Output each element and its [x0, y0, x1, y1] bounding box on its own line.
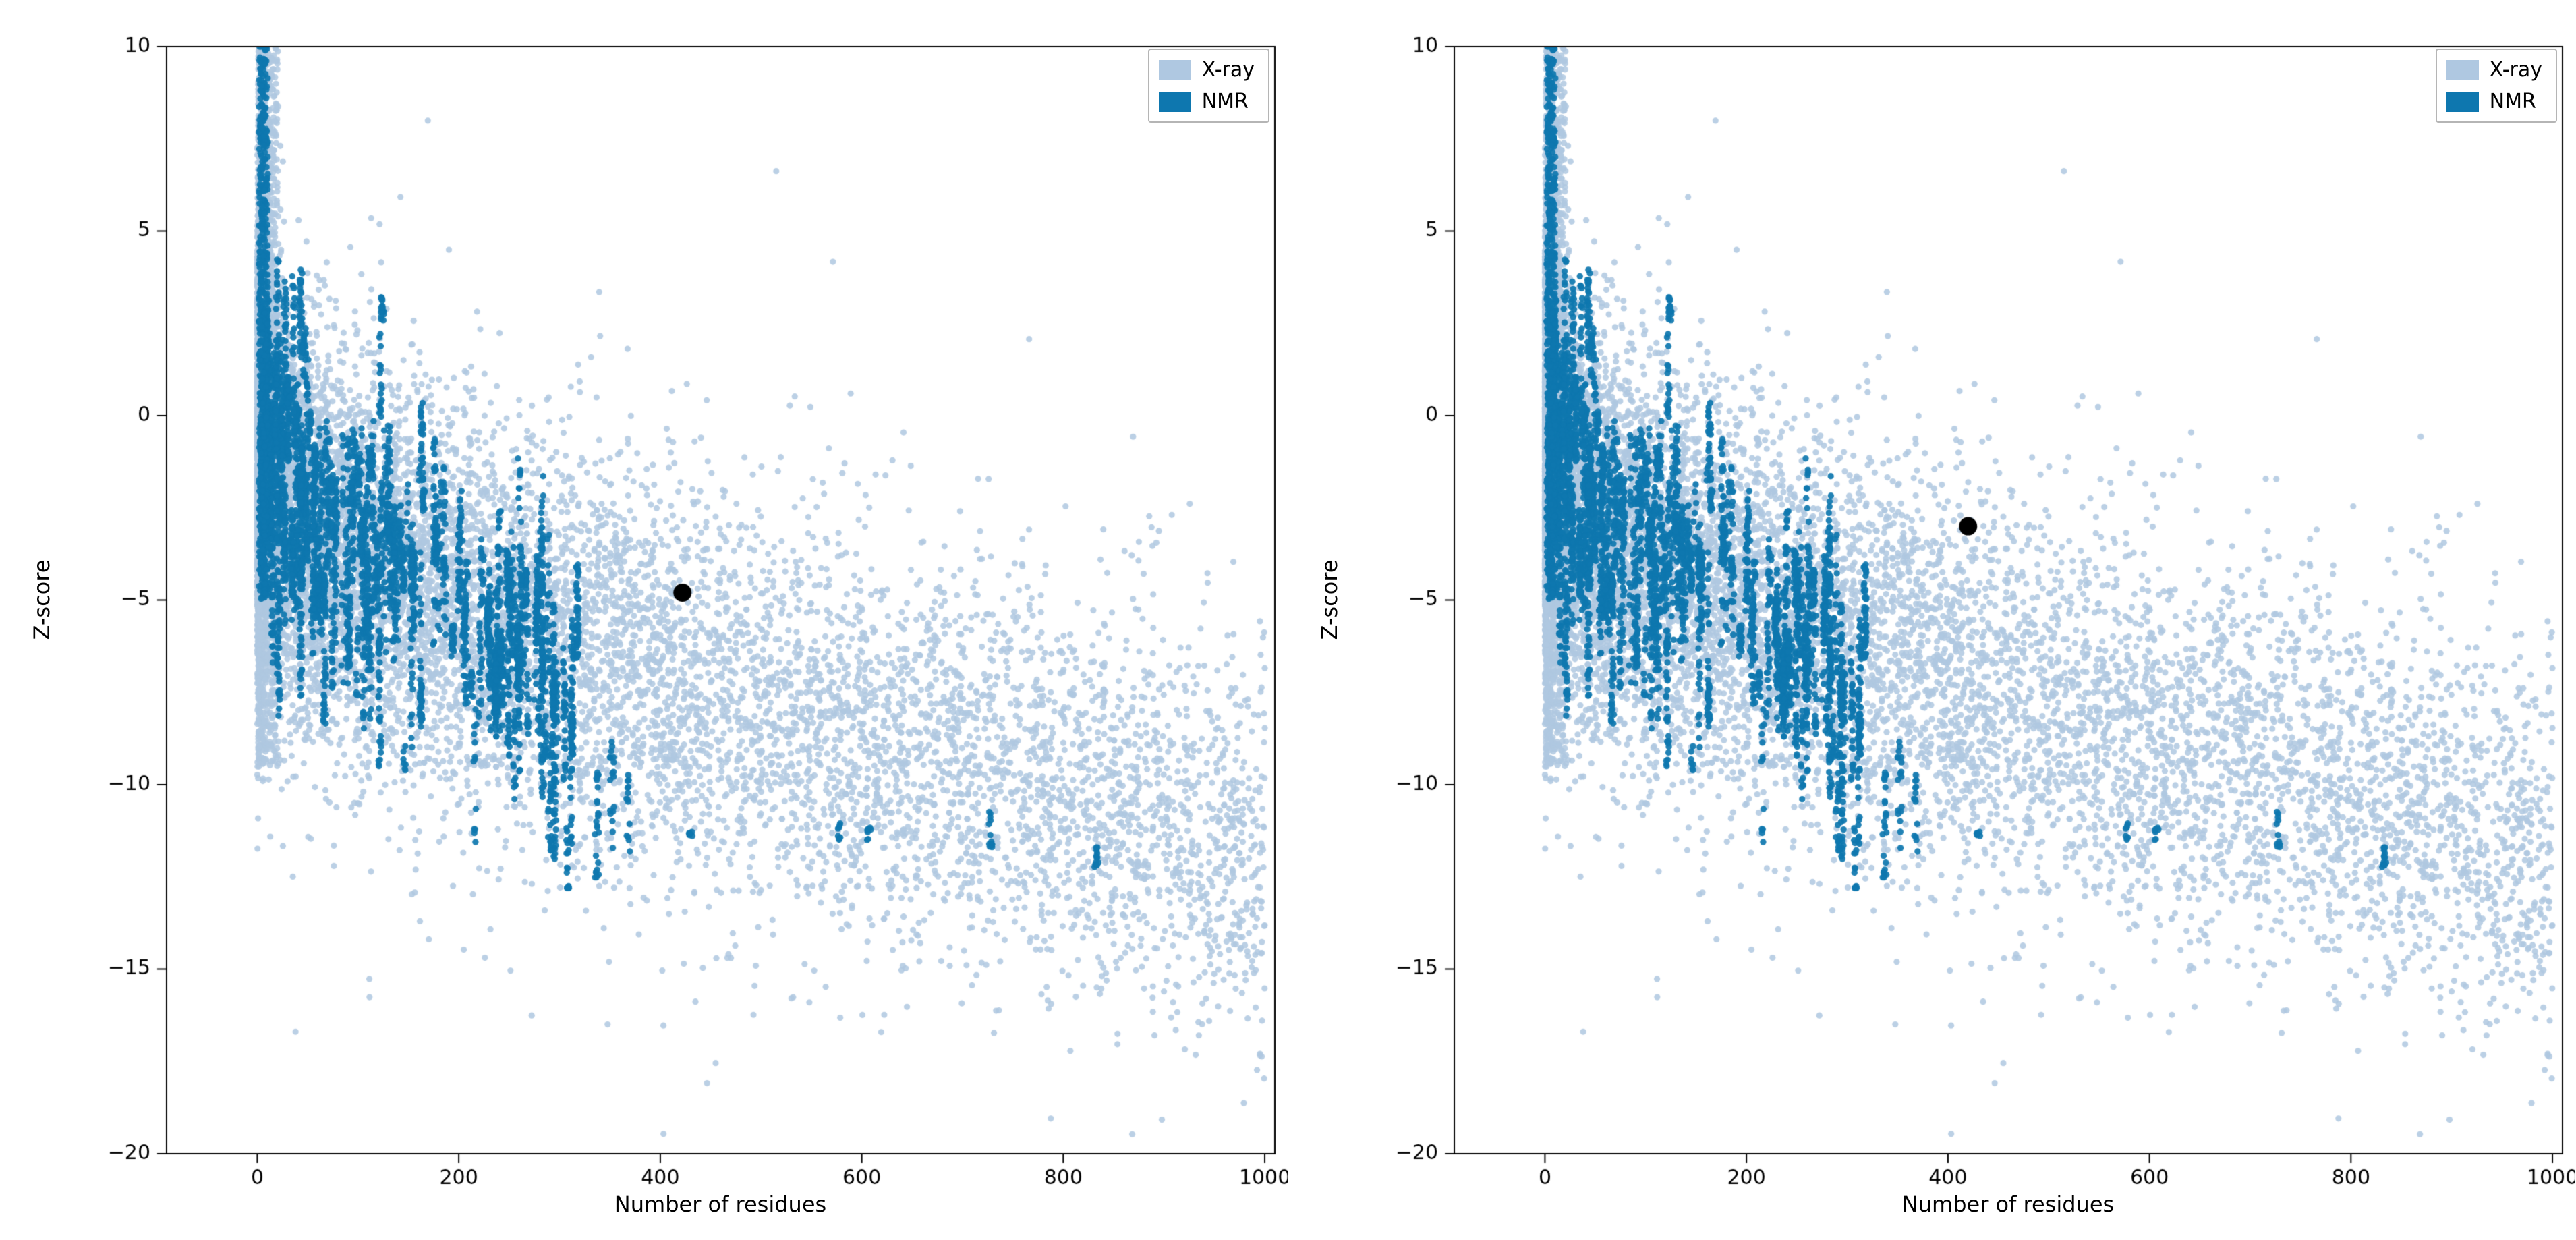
legend-label-xray: X-ray	[2489, 58, 2542, 82]
legend-label-xray: X-ray	[1201, 58, 1255, 82]
panel-right: Z-score Number of residues X-ray NMR	[1288, 0, 2575, 1240]
legend-label-nmr: NMR	[2489, 90, 2536, 113]
legend-label-nmr: NMR	[1201, 90, 1249, 113]
legend-swatch-xray	[2446, 59, 2479, 80]
panel-left: Z-score Number of residues X-ray NMR	[0, 0, 1288, 1240]
legend-row-xray: X-ray	[2446, 58, 2542, 82]
legend-row-nmr: NMR	[1158, 90, 1255, 113]
scatter-canvas-right	[1288, 0, 2575, 1240]
legend-swatch-nmr	[2446, 91, 2479, 112]
legend-swatch-nmr	[1158, 91, 1191, 112]
y-axis-label-right: Z-score	[1317, 559, 1342, 640]
y-axis-label-left: Z-score	[29, 559, 55, 640]
legend-row-nmr: NMR	[2446, 90, 2542, 113]
legend-swatch-xray	[1158, 59, 1191, 80]
legend-left: X-ray NMR	[1147, 49, 1269, 123]
legend-right: X-ray NMR	[2435, 49, 2557, 123]
scatter-canvas-left	[0, 0, 1288, 1240]
x-axis-label-left: Number of residues	[614, 1191, 827, 1217]
legend-row-xray: X-ray	[1158, 58, 1255, 82]
x-axis-label-right: Number of residues	[1901, 1191, 2115, 1217]
